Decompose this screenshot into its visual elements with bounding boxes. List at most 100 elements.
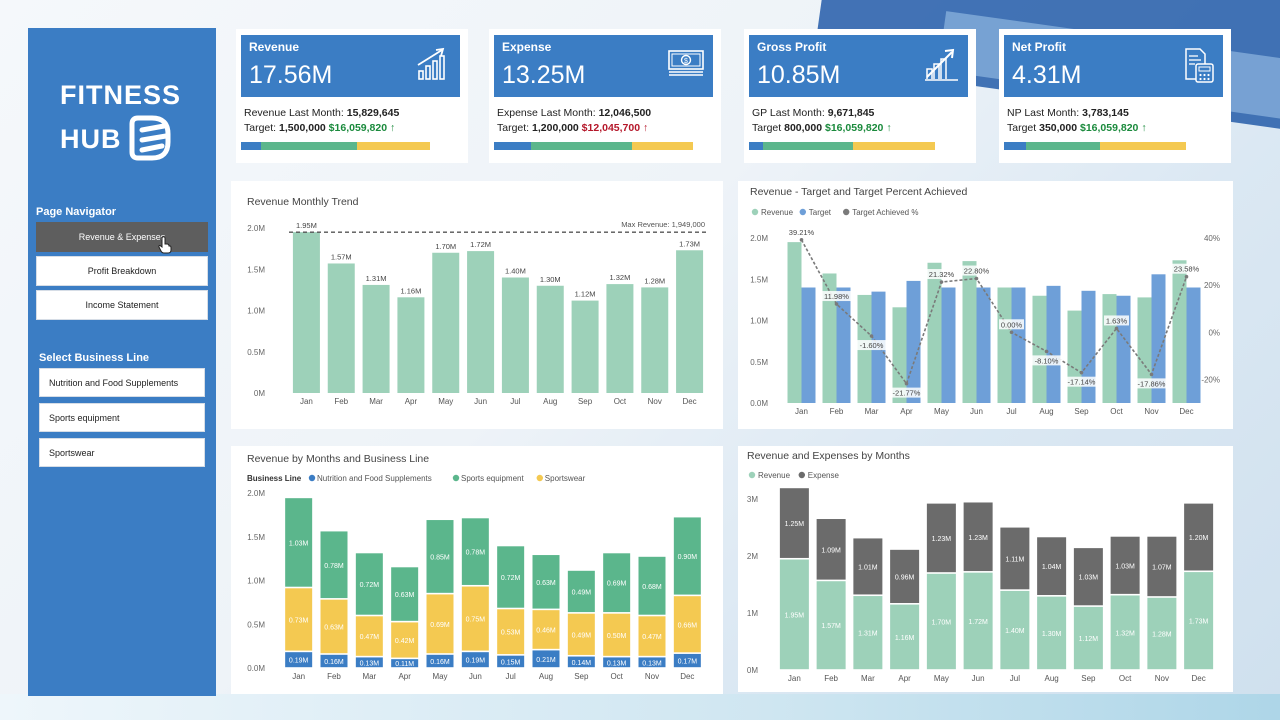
segment-label: 1.16M: [895, 635, 915, 642]
segment-label: 1.20M: [1189, 535, 1209, 542]
stack-segment: [567, 613, 595, 655]
segment-label: 0.69M: [607, 581, 627, 588]
stack-segment: [285, 498, 313, 587]
stack-segment: [890, 549, 920, 604]
filter-sports-equipment-button[interactable]: Sports equipment: [39, 403, 205, 432]
target-percent-point: [799, 238, 804, 242]
bar-target: [976, 287, 991, 403]
x-tick-label: Nov: [1144, 407, 1158, 416]
stack-segment: [963, 572, 993, 670]
data-label: 1.32M: [609, 273, 630, 282]
filter-nutrition-button[interactable]: Nutrition and Food Supplements: [39, 368, 205, 397]
bar: [536, 285, 564, 393]
percent-label: -17.14%: [1068, 378, 1096, 387]
svg-text:$: $: [684, 58, 688, 65]
chart-title: Revenue Monthly Trend: [247, 196, 359, 208]
segment-label: 0.85M: [430, 554, 450, 561]
nav-profit-breakdown-button[interactable]: Profit Breakdown: [36, 256, 208, 286]
stack-segment: [391, 659, 419, 668]
target-percent-point: [974, 276, 979, 281]
stack-segment: [497, 609, 525, 655]
segment-label: 0.13M: [642, 660, 662, 667]
filter-sportswear-button[interactable]: Sportswear: [39, 438, 205, 467]
kpi-card-net-profit: Net Profit 4.31M NP Last Month: 3,783,14…: [999, 29, 1231, 163]
bar-revenue: [1137, 297, 1152, 403]
stack-segment: [391, 567, 419, 621]
segment-label: 1.03M: [289, 540, 309, 547]
sidebar: [28, 28, 216, 696]
nav-income-statement-button[interactable]: Income Statement: [36, 290, 208, 320]
percent-label: 11.98%: [824, 292, 849, 301]
x-tick-label: Jul: [506, 672, 516, 681]
bar-target: [1046, 285, 1061, 403]
stack-segment: [285, 588, 313, 651]
legend-marker: [799, 208, 806, 216]
page-navigator-title: Page Navigator: [36, 206, 117, 218]
logo-line-1: FITNESS: [60, 80, 182, 110]
percent-label: -21.77%: [893, 389, 921, 398]
segment-label: 0.90M: [678, 554, 698, 561]
growth-chart-icon: [417, 47, 445, 80]
stack-segment: [673, 517, 701, 595]
y-tick-label: 0.5M: [750, 358, 768, 367]
y-tick-label: 0.5M: [247, 348, 265, 357]
stack-segment: [355, 616, 383, 656]
segment-label: 0.16M: [324, 659, 344, 666]
percent-label: -1.60%: [860, 341, 884, 350]
stack-segment: [1000, 527, 1030, 590]
stack-segment: [320, 654, 348, 668]
percent-label-bg: [1104, 315, 1129, 326]
bar-target: [801, 287, 816, 403]
segment-label: 0.50M: [607, 633, 627, 640]
y-tick-label: 3M: [747, 495, 758, 504]
nav-revenue-expenses-button[interactable]: Revenue & Expenses: [36, 222, 208, 252]
kpi-title: Expense: [502, 40, 552, 54]
stack-segment: [532, 610, 560, 649]
x-tick-label: Jan: [300, 397, 313, 406]
stack-segment: [1073, 548, 1103, 606]
y2-tick-label: -20%: [1201, 375, 1220, 384]
x-tick-label: May: [432, 672, 447, 681]
y-tick-label: 0.0M: [750, 399, 768, 408]
y-tick-label: 1.0M: [750, 317, 768, 326]
data-label: 1.16M: [400, 286, 421, 295]
bar: [432, 252, 460, 393]
stack-segment: [963, 502, 993, 572]
stack-segment: [926, 573, 956, 670]
percent-label: 23.58%: [1174, 265, 1200, 274]
kpi-target: Target 350,000 $16,059,820 ↑: [1007, 122, 1147, 134]
percent-label-bg: [821, 291, 852, 302]
stack-segment: [285, 652, 313, 668]
percent-label: -17.86%: [1138, 379, 1166, 388]
target-percent-point: [1044, 349, 1049, 354]
bar-target: [836, 287, 851, 403]
y2-tick-label: 40%: [1204, 234, 1220, 243]
kpi-value: 10.85M: [757, 61, 841, 89]
segment-label: 0.17M: [678, 659, 698, 666]
legend-title: Business Line: [247, 474, 302, 483]
kpi-target: Target: 1,500,000 $16,059,820 ↑: [244, 122, 396, 134]
segment-label: 1.07M: [1152, 564, 1172, 571]
stack-segment: [1147, 597, 1177, 670]
bar-revenue: [1102, 294, 1117, 403]
stack-segment: [355, 553, 383, 615]
y-tick-label: 2.0M: [247, 224, 265, 233]
stack-segment: [1073, 606, 1103, 670]
percent-label: -8.10%: [1035, 356, 1059, 365]
logo-line-2: HUB: [60, 124, 122, 154]
x-tick-label: Mar: [369, 397, 383, 406]
data-label: 1.70M: [435, 242, 456, 251]
bar-revenue: [1032, 295, 1047, 403]
kpi-last-month: GP Last Month: 9,671,845: [752, 107, 875, 119]
x-tick-label: Dec: [682, 397, 696, 406]
data-label: 1.73M: [679, 239, 700, 248]
x-tick-label: Jun: [474, 397, 487, 406]
bar: [362, 284, 390, 393]
segment-label: 1.57M: [821, 623, 841, 630]
revenue-target-chart: Revenue Target Target Achieved % 0.0M 0.5M 1.…: [750, 208, 1220, 416]
bar-revenue: [787, 242, 802, 403]
stack-segment: [1184, 503, 1214, 571]
x-tick-label: Mar: [865, 407, 879, 416]
x-tick-label: Aug: [539, 672, 553, 681]
revenue-expenses-chart: Revenue Expense 0M 1M 2M 3M 1.95M 1.25M Jan 1.57M…: [747, 471, 1214, 683]
